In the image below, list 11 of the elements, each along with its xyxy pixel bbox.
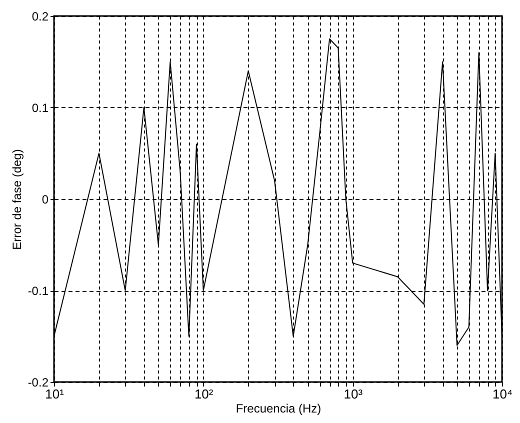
y-tick-label: 0.1 (32, 101, 49, 115)
y-tick-label: -0.2 (28, 376, 49, 390)
y-tick-label: 0 (42, 192, 49, 206)
x-tick-label: 10³ (344, 386, 364, 402)
x-tick-label: 10⁴ (492, 386, 513, 402)
y-tick-label: 0.2 (32, 10, 49, 24)
x-tick-label: 10² (194, 386, 214, 402)
x-tick-label: 10¹ (45, 386, 65, 402)
y-axis-title: Error de fase (deg) (10, 149, 24, 250)
y-tick-label: -0.1 (28, 284, 49, 298)
x-axis-title: Frecuencia (Hz) (236, 402, 322, 416)
